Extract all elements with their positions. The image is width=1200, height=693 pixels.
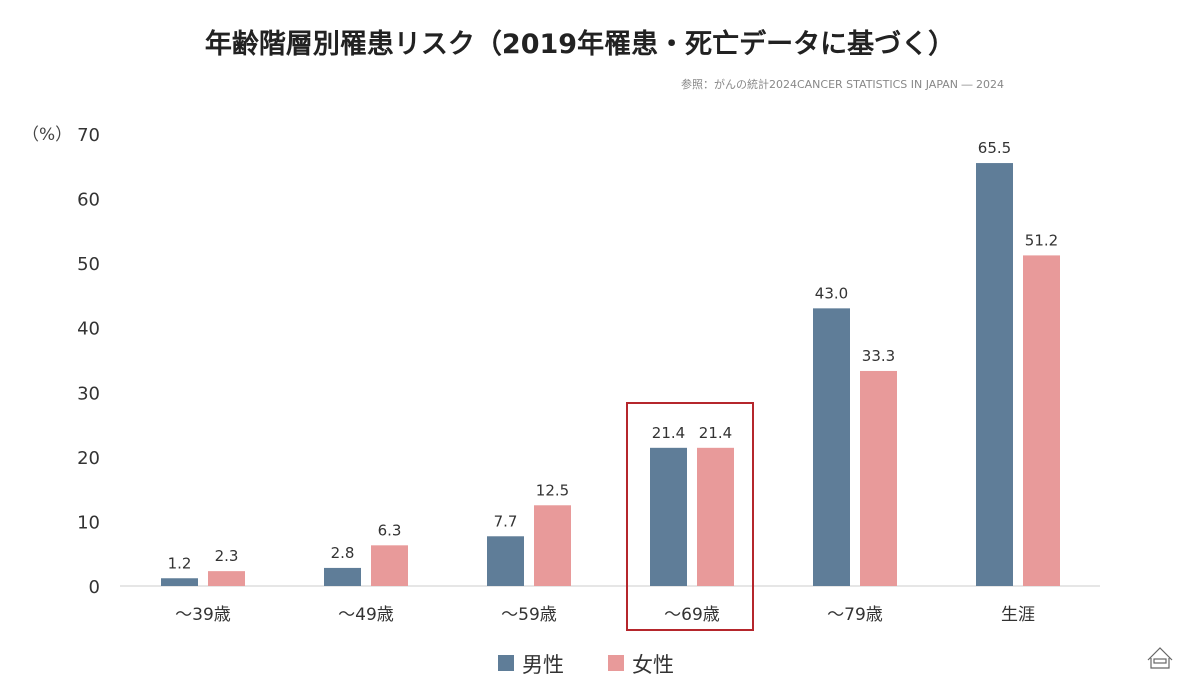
data-label: 43.0 (815, 284, 848, 302)
bar-female (371, 545, 408, 586)
bar-female (208, 571, 245, 586)
y-tick-label: 10 (77, 512, 100, 533)
source-note: 参照：がんの統計2024CANCER STATISTICS IN JAPAN ―… (680, 78, 1004, 91)
bar-male (161, 578, 198, 586)
y-tick-label: 20 (77, 448, 100, 469)
data-label: 12.5 (536, 481, 569, 499)
bar-female (1023, 255, 1060, 586)
bar-male (976, 163, 1013, 587)
chart-title: 年齢階層別罹患リスク（2019年罹患・死亡データに基づく） (204, 29, 956, 60)
data-label: 21.4 (699, 424, 732, 442)
y-tick-label: 30 (77, 383, 100, 404)
highlight-box (626, 402, 754, 631)
data-label: 7.7 (494, 512, 518, 530)
data-label: 21.4 (652, 424, 685, 442)
bar-female (534, 505, 571, 586)
x-tick-label: 生涯 (1001, 605, 1035, 625)
y-tick-label: 0 (89, 577, 100, 598)
data-label: 2.3 (215, 547, 239, 565)
house-logo-icon (1147, 647, 1173, 669)
data-label: 1.2 (168, 554, 192, 572)
x-tick-label: 〜69歳 (664, 605, 720, 625)
legend-swatch (608, 655, 624, 671)
y-tick-label: 60 (77, 190, 100, 211)
y-axis-unit: （%） (22, 125, 72, 145)
y-tick-label: 40 (77, 319, 100, 340)
x-tick-label: 〜39歳 (175, 605, 231, 625)
bar-female (860, 370, 897, 586)
data-label: 51.2 (1025, 231, 1058, 249)
data-label: 33.3 (862, 347, 895, 365)
data-label: 6.3 (378, 521, 402, 539)
bar-male (324, 567, 361, 586)
bar-male (487, 536, 524, 586)
data-label: 2.8 (331, 544, 355, 562)
legend-swatch (498, 655, 514, 671)
data-label: 65.5 (978, 139, 1011, 157)
y-tick-label: 50 (77, 254, 100, 275)
x-tick-label: 〜79歳 (827, 605, 883, 625)
legend-label: 女性 (632, 653, 674, 677)
y-tick-label: 70 (77, 125, 100, 146)
x-tick-label: 〜59歳 (501, 605, 557, 625)
x-tick-label: 〜49歳 (338, 605, 394, 625)
legend-label: 男性 (522, 653, 564, 677)
bar-male (813, 308, 850, 586)
bar-male (650, 447, 687, 586)
bar-female (697, 447, 734, 586)
